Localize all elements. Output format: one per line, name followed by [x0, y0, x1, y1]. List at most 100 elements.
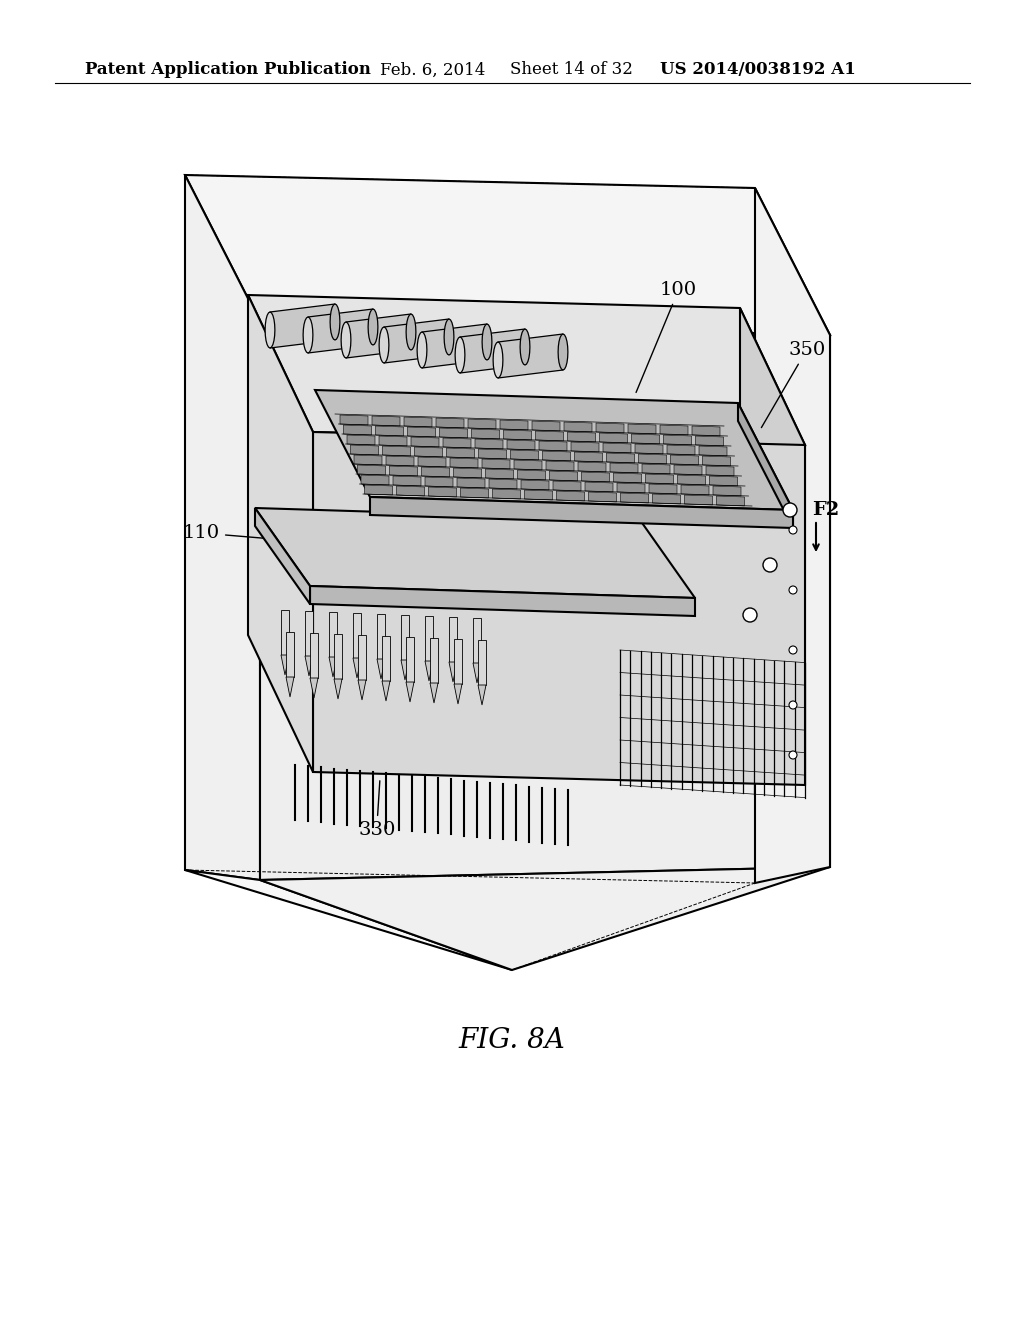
Polygon shape: [430, 682, 438, 704]
Polygon shape: [446, 447, 474, 458]
Polygon shape: [313, 432, 805, 785]
Polygon shape: [471, 429, 500, 440]
Polygon shape: [329, 612, 337, 657]
Polygon shape: [379, 436, 407, 446]
Polygon shape: [393, 477, 421, 486]
Polygon shape: [539, 441, 567, 451]
Polygon shape: [482, 459, 510, 469]
Polygon shape: [740, 308, 805, 785]
Polygon shape: [185, 176, 830, 335]
Polygon shape: [532, 421, 560, 432]
Polygon shape: [606, 453, 635, 463]
Circle shape: [790, 701, 797, 709]
Polygon shape: [699, 446, 727, 455]
Polygon shape: [428, 487, 457, 498]
Polygon shape: [354, 455, 382, 465]
Polygon shape: [558, 334, 568, 370]
Polygon shape: [347, 436, 375, 445]
Polygon shape: [695, 436, 724, 446]
Polygon shape: [310, 634, 318, 678]
Polygon shape: [396, 486, 425, 496]
Polygon shape: [361, 475, 389, 484]
Polygon shape: [185, 870, 512, 970]
Polygon shape: [350, 445, 379, 455]
Polygon shape: [303, 317, 313, 352]
Polygon shape: [671, 455, 698, 465]
Polygon shape: [684, 495, 713, 506]
Polygon shape: [343, 425, 372, 436]
Polygon shape: [596, 422, 624, 433]
Text: Sheet 14 of 32: Sheet 14 of 32: [510, 62, 633, 78]
Polygon shape: [281, 610, 289, 655]
Polygon shape: [308, 309, 373, 352]
Polygon shape: [504, 430, 531, 440]
Polygon shape: [454, 639, 462, 684]
Polygon shape: [353, 657, 361, 678]
Polygon shape: [415, 447, 442, 457]
Polygon shape: [478, 640, 486, 685]
Polygon shape: [514, 459, 542, 470]
Text: Patent Application Publication: Patent Application Publication: [85, 62, 371, 78]
Polygon shape: [334, 634, 342, 678]
Text: 100: 100: [636, 281, 697, 392]
Polygon shape: [358, 680, 366, 700]
Polygon shape: [425, 616, 433, 661]
Polygon shape: [603, 444, 631, 453]
Polygon shape: [329, 657, 337, 677]
Polygon shape: [439, 428, 468, 438]
Polygon shape: [389, 466, 418, 477]
Polygon shape: [543, 451, 570, 461]
Polygon shape: [642, 465, 670, 474]
Polygon shape: [418, 457, 446, 467]
Polygon shape: [582, 473, 609, 482]
Polygon shape: [461, 488, 488, 498]
Polygon shape: [377, 659, 385, 678]
Polygon shape: [553, 480, 581, 491]
Polygon shape: [667, 445, 695, 455]
Polygon shape: [571, 442, 599, 451]
Polygon shape: [738, 403, 793, 528]
Polygon shape: [664, 436, 691, 445]
Polygon shape: [478, 449, 507, 459]
Circle shape: [790, 586, 797, 594]
Polygon shape: [489, 479, 517, 488]
Polygon shape: [678, 475, 706, 484]
Polygon shape: [564, 422, 592, 432]
Circle shape: [790, 751, 797, 759]
Polygon shape: [376, 426, 403, 436]
Polygon shape: [305, 611, 313, 656]
Polygon shape: [404, 417, 432, 426]
Circle shape: [790, 525, 797, 535]
Polygon shape: [386, 455, 414, 466]
Polygon shape: [617, 483, 645, 492]
Polygon shape: [248, 294, 313, 772]
Polygon shape: [473, 618, 481, 663]
Polygon shape: [286, 677, 294, 697]
Polygon shape: [379, 327, 389, 363]
Polygon shape: [401, 660, 409, 680]
Polygon shape: [610, 463, 638, 473]
Polygon shape: [536, 432, 563, 441]
Polygon shape: [507, 440, 535, 450]
Circle shape: [790, 645, 797, 653]
Polygon shape: [310, 678, 318, 698]
Text: F2: F2: [812, 502, 840, 519]
Polygon shape: [455, 337, 465, 374]
Polygon shape: [613, 473, 641, 483]
Polygon shape: [368, 309, 378, 345]
Text: FIG. 8A: FIG. 8A: [459, 1027, 565, 1053]
Polygon shape: [468, 418, 496, 429]
Polygon shape: [358, 635, 366, 680]
Polygon shape: [377, 614, 385, 659]
Polygon shape: [444, 319, 454, 355]
Polygon shape: [511, 450, 539, 459]
Polygon shape: [382, 681, 390, 701]
Polygon shape: [346, 314, 411, 358]
Polygon shape: [645, 474, 674, 484]
Polygon shape: [382, 636, 390, 681]
Polygon shape: [706, 466, 734, 477]
Polygon shape: [550, 471, 578, 480]
Polygon shape: [478, 685, 486, 705]
Polygon shape: [517, 470, 546, 480]
Polygon shape: [449, 663, 457, 682]
